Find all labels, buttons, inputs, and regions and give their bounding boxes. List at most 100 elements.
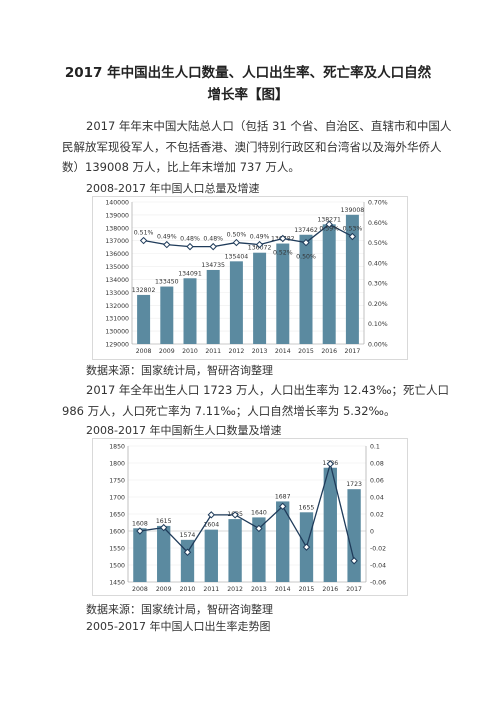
bar-value-label: 1615 [156,518,172,525]
line-value-label: 0.51% [134,230,154,237]
bar [323,467,337,582]
bar-value-label: 1574 [180,532,196,539]
y-tick-label: 1550 [109,546,125,553]
series-line [139,461,355,561]
bar-value-label: 1723 [346,481,362,488]
x-tick-label: 2014 [275,586,291,593]
y-tick-label: 1800 [109,461,125,468]
line-value-label: 0.48% [180,236,200,243]
line-point [183,548,192,556]
bar-value-label: 1608 [132,520,148,527]
bar [345,214,359,344]
line-value-label: 0.59% [319,225,339,232]
bar [137,294,151,344]
y2-tick-label: -0.04 [370,563,386,570]
y2-tick-label: 0.1 [370,444,380,451]
paragraph-1: 2017 年年末中国大陆总人口（包括 31 个省、自治区、直辖市和中国人民解放军… [62,119,452,174]
x-tick-label: 2017 [346,586,362,593]
x-tick-label: 2009 [156,586,172,593]
x-tick-label: 2012 [227,586,243,593]
y2-tick-label: -0.06 [370,580,386,587]
y2-tick-label: 0 [370,529,374,536]
paragraph-2: 2017 年全年出生人口 1723 万人，人口出生率为 12.43‰；死亡人口 … [62,383,450,418]
title-line-2: 增长率【图】 [207,87,289,103]
series-line [143,223,353,248]
line-point [278,502,287,511]
line-point [163,240,171,249]
bar [229,261,243,344]
bar [276,243,290,344]
x-tick-label: 2017 [345,348,361,355]
y-tick-label: 133000 [105,290,129,297]
y2-tick-label: 0.04 [370,495,384,502]
chart-2-source: 数据来源：国家统计局，智研咨询整理 [86,603,273,616]
bar [276,501,290,582]
births-chart: 1450 1500 1550 1600 1650 1700 1750 1800 1850 -0.0… [92,438,408,596]
bar-value-label: 1604 [203,522,219,529]
document-title: 2017 年中国出生人口数量、人口出生率、死亡率及人口自然 增长率【图】 [40,62,456,106]
bar [160,286,174,344]
x-tick-label: 2013 [251,586,267,593]
bar [322,224,336,344]
y-tick-label: 139000 [105,212,129,219]
y-tick-label: 1600 [109,529,125,536]
line-point [209,242,217,251]
line-value-label: 0.48% [203,236,223,243]
bar-value-label: 134091 [178,270,202,277]
y-tick-label: 1750 [109,478,125,485]
bar [253,252,267,344]
line-point [186,242,194,251]
line-point [231,511,239,519]
bar [133,528,147,582]
y-tick-label: 135000 [105,264,129,271]
y2-tick-label: 0.40% [368,260,388,267]
y2-tick-label: 0.30% [368,281,388,288]
y2-tick-label: 0.02 [370,512,384,519]
bar [252,517,266,582]
line-value-label: 0.52% [273,250,293,257]
bar [347,489,361,582]
chart-3-caption: 2005-2017 年中国人口出生率走势图 [86,620,271,633]
bar-value-label: 139008 [341,207,365,214]
population-chart: 129000 130000 131000 132000 133000 134000 1350… [92,196,408,360]
line-value-label: 0.50% [227,232,247,239]
bar-value-label: 1655 [299,504,315,511]
y-tick-label: 136000 [105,251,129,258]
bar [228,519,242,582]
line-point [302,238,310,247]
line-point [136,527,144,535]
y2-tick-label: -0.02 [370,546,386,553]
x-tick-label: 2013 [252,348,268,355]
y-tick-label: 1850 [109,444,125,451]
x-tick-label: 2011 [203,586,219,593]
x-tick-label: 2012 [229,348,245,355]
x-tick-label: 2015 [298,348,314,355]
line-point [255,240,264,249]
line-value-label: 0.50% [296,254,316,261]
line-value-label: 0.53% [343,225,363,232]
y2-tick-label: 0.06 [370,478,384,485]
y2-tick-label: 0.60% [368,220,388,227]
y-tick-label: 1450 [109,580,125,587]
bar-value-label: 133450 [155,279,179,286]
y-tick-label: 132000 [105,303,129,310]
bar-value-label: 138271 [317,216,341,223]
bar [204,529,218,582]
chart-1-caption: 2008-2017 年中国人口总量及增速 [86,182,260,195]
line-point [350,557,358,565]
line-point [302,543,311,551]
x-tick-label: 2008 [132,586,148,593]
y2-tick-label: 0.08 [370,461,384,468]
chart-2-caption: 2008-2017 年中国新生人口数量及增速 [86,424,282,437]
line-point [325,220,333,229]
x-tick-label: 2008 [136,348,152,355]
bar [180,539,195,582]
title-line-1: 2017 年中国出生人口数量、人口出生率、死亡率及人口自然 [64,65,432,81]
y2-tick-label: 0.20% [368,301,388,308]
x-tick-label: 2010 [182,348,198,355]
bar-value-label: 1640 [251,509,267,516]
bar [206,269,220,344]
y-tick-label: 137000 [105,238,129,245]
x-tick-label: 2010 [180,586,196,593]
x-tick-label: 2011 [205,348,221,355]
